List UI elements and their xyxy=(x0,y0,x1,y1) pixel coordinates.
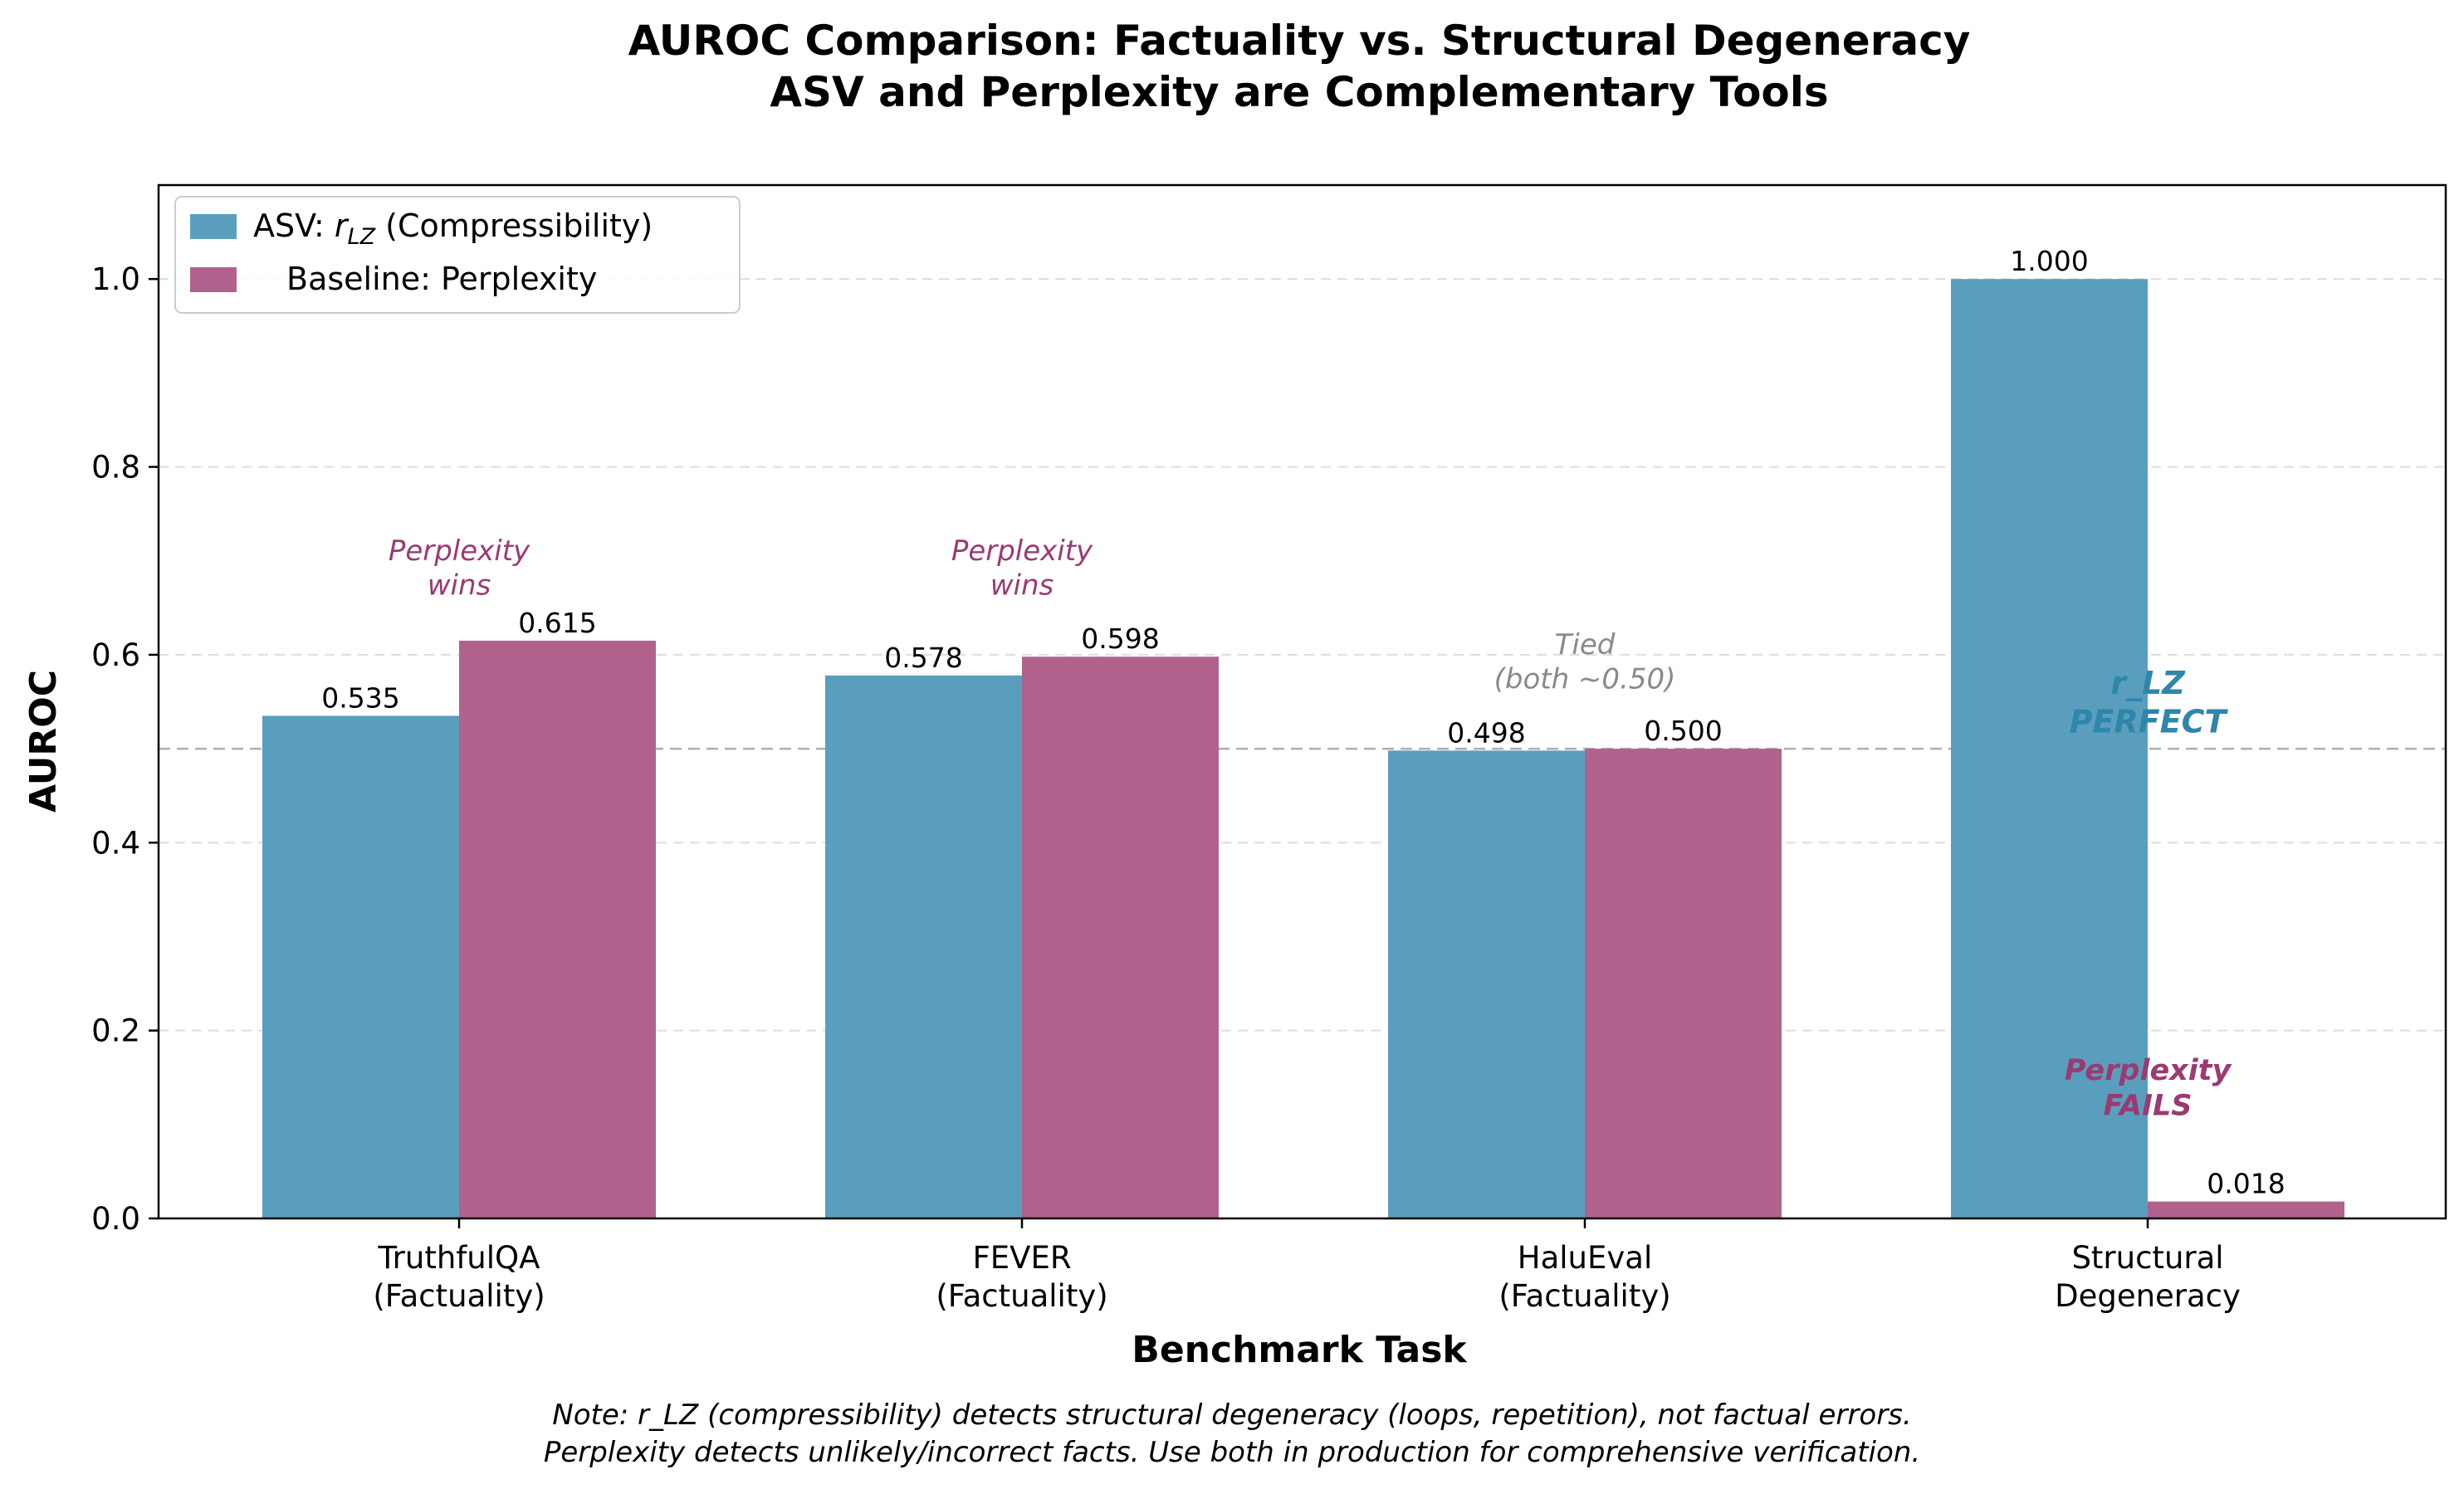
chart-subtitle: ASV and Perplexity are Complementary Too… xyxy=(770,68,1828,116)
legend: ASV: rLZ (Compressibility) Baseline: Per… xyxy=(174,196,741,314)
value-label-perplexity-3: 0.018 xyxy=(2207,1168,2285,1200)
value-label-asv-3: 1.000 xyxy=(2010,245,2088,277)
y-tick-label: 0.8 xyxy=(91,450,140,486)
annotations-group: Perplexity wins Perplexity wins Tied (both ~0… xyxy=(389,535,2233,1123)
y-tick-label: 1.0 xyxy=(91,261,140,297)
annotation-3: r_LZ PERFECT xyxy=(2070,665,2229,740)
y-tick-label: 0.4 xyxy=(91,825,140,861)
value-label-perplexity-1: 0.598 xyxy=(1081,622,1159,655)
x-axis-label: Benchmark Task xyxy=(1132,1329,1468,1371)
y-tick-label: 0.6 xyxy=(91,637,140,673)
value-label-asv-1: 0.578 xyxy=(884,642,962,674)
y-tick-label: 0.0 xyxy=(91,1201,140,1237)
annotation-2: Tied (both ~0.50) xyxy=(1494,628,1676,696)
value-label-asv-2: 0.498 xyxy=(1447,716,1525,749)
value-labels-group: 0.535 0.578 0.498 1.000 0.615 0.598 0.500 0.018 xyxy=(321,245,2285,1199)
legend-frame xyxy=(174,196,741,314)
bar-perplexity-0 xyxy=(459,640,656,1218)
y-axis-label: AUROC xyxy=(22,670,65,813)
value-label-asv-0: 0.535 xyxy=(321,681,399,714)
legend-entry-perplexity: Baseline: Perplexity xyxy=(286,261,597,297)
bar-perplexity-1 xyxy=(1022,657,1219,1218)
bar-perplexity-3 xyxy=(2148,1201,2344,1218)
bar-asv-3 xyxy=(1951,279,2148,1218)
legend-swatch-asv xyxy=(190,214,237,239)
y-tick-label: 0.2 xyxy=(91,1013,140,1049)
bar-asv-2 xyxy=(1388,750,1585,1218)
bar-perplexity-2 xyxy=(1585,749,1782,1218)
legend-entry-asv: ASV: rLZ (Compressibility) xyxy=(253,207,653,250)
x-tick-label-0: TruthfulQA (Factuality) xyxy=(373,1240,545,1314)
value-label-perplexity-2: 0.500 xyxy=(1644,715,1722,747)
x-tick-label-2: HaluEval (Factuality) xyxy=(1498,1240,1670,1314)
plot-frame xyxy=(157,183,2447,1220)
annotation-4: Perplexity FAILS xyxy=(2065,1054,2233,1123)
annotation-1: Perplexity wins xyxy=(951,535,1093,602)
annotation-0: Perplexity wins xyxy=(389,535,530,602)
legend-swatch-perplexity xyxy=(190,267,237,292)
note-line-2: Perplexity detects unlikely/incorrect fa… xyxy=(544,1436,1920,1469)
x-tick-label-3: Structural Degeneracy xyxy=(2055,1240,2241,1314)
bar-asv-0 xyxy=(262,715,459,1218)
bars-group xyxy=(262,279,2344,1218)
chart-title: AUROC Comparison: Factuality vs. Structu… xyxy=(628,17,1971,65)
x-tick-label-1: FEVER (Factuality) xyxy=(936,1240,1107,1314)
axes-group xyxy=(157,183,2447,1220)
note-line-1: Note: r_LZ (compressibility) detects str… xyxy=(552,1399,1911,1432)
bar-asv-1 xyxy=(825,675,1022,1218)
value-label-perplexity-0: 0.615 xyxy=(518,607,596,639)
ticks-group: 0.0 0.2 0.4 0.6 0.8 1.0 TruthfulQA (Factuality)… xyxy=(91,261,2241,1314)
